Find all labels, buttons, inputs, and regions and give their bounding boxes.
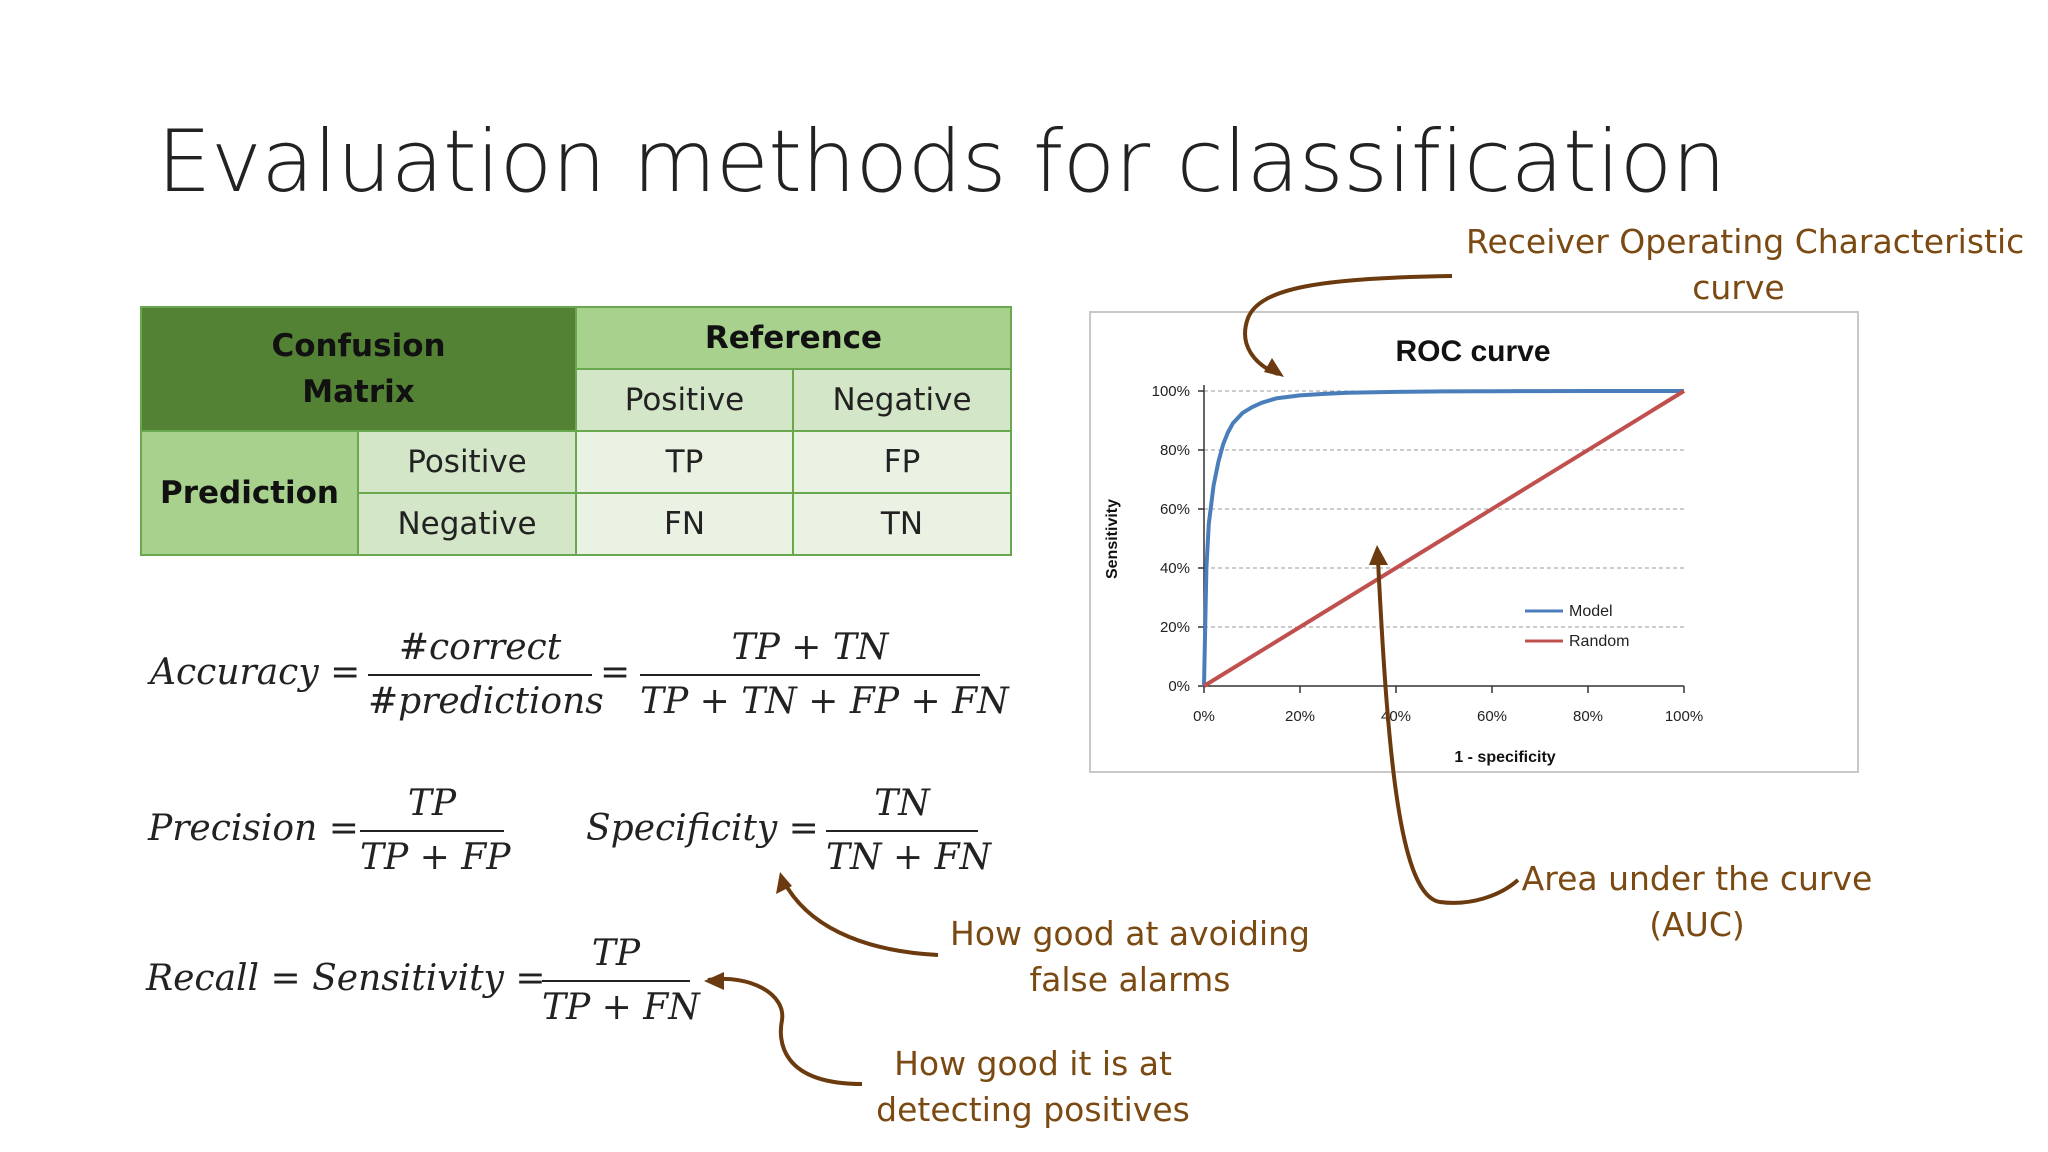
auc-annotation-line-2: (AUC) — [1649, 905, 1745, 944]
specificity-num: TN — [874, 783, 930, 824]
reference-positive-label: Positive — [575, 368, 794, 432]
fraction-bar — [640, 674, 980, 676]
prediction-positive-label: Positive — [357, 430, 577, 494]
x-axis-label: 1 - specificity — [1454, 749, 1555, 766]
recall-num: TP — [591, 933, 641, 974]
legend-label-model: Model — [1569, 603, 1613, 620]
precision-den: TP + FP — [360, 837, 511, 878]
slide-title: Evaluation methods for classification — [157, 112, 1726, 212]
roc-annotation-line-1: Receiver Operating Characteristic — [1466, 222, 2025, 261]
specificity-arrowhead — [776, 872, 792, 894]
precision-fraction: TP TP + FP — [360, 778, 511, 884]
fraction-bar — [360, 830, 504, 832]
x-tick-label: 0% — [1193, 708, 1215, 725]
specificity-annotation-line-1: How good at avoiding — [950, 914, 1310, 953]
recall-den: TP + FN — [542, 987, 700, 1028]
accuracy-num-1: #correct — [398, 627, 562, 668]
recall-annotation: How good it is at detecting positives — [870, 1041, 1196, 1133]
accuracy-num-2: TP + TN — [731, 627, 889, 668]
legend-label-random: Random — [1569, 633, 1629, 650]
accuracy-den-1: #predictions — [368, 681, 604, 722]
auc-annotation: Area under the curve (AUC) — [1516, 856, 1878, 948]
auc-annotation-line-1: Area under the curve — [1521, 859, 1873, 898]
matrix-header-label: Confusion Matrix — [140, 306, 577, 432]
y-tick-label: 60% — [1160, 501, 1190, 518]
series-line-model — [1202, 389, 1684, 687]
recall-annotation-line-1: How good it is at — [894, 1044, 1172, 1083]
prediction-label: Prediction — [140, 430, 359, 556]
cell-tn: TN — [792, 492, 1012, 556]
precision-lhs: Precision = — [148, 808, 359, 849]
y-tick-label: 40% — [1160, 560, 1190, 577]
cell-fp: FP — [792, 430, 1012, 494]
series-line-random — [1202, 389, 1686, 688]
accuracy-eq: = — [600, 652, 631, 693]
x-tick-label: 40% — [1381, 708, 1411, 725]
y-tick-label: 100% — [1152, 383, 1190, 400]
prediction-negative-label: Negative — [357, 492, 577, 556]
specificity-den: TN + FN — [826, 837, 992, 878]
specificity-annotation-line-2: false alarms — [1029, 960, 1231, 999]
roc-chart: ROC curve Sensitivity 1 - specificity 0%… — [1104, 335, 1703, 766]
x-tick-label: 60% — [1477, 708, 1507, 725]
x-tick-label: 20% — [1285, 708, 1315, 725]
specificity-lhs: Specificity = — [586, 808, 819, 849]
recall-fraction: TP TP + FN — [542, 928, 700, 1034]
y-tick-label: 0% — [1168, 678, 1190, 695]
specificity-annotation: How good at avoiding false alarms — [940, 911, 1320, 1003]
recall-annotation-line-2: detecting positives — [876, 1090, 1190, 1129]
specificity-fraction: TN TN + FN — [826, 778, 992, 884]
y-axis-label: Sensitivity — [1104, 499, 1121, 579]
reference-negative-label: Negative — [792, 368, 1012, 432]
precision-num: TP — [407, 783, 457, 824]
roc-annotation: Receiver Operating Characteristic curve — [1466, 219, 2025, 311]
x-tick-label: 100% — [1665, 708, 1703, 725]
accuracy-fraction-1: #correct #predictions — [368, 622, 604, 728]
x-tick-label: 80% — [1573, 708, 1603, 725]
recall-arrowhead — [704, 972, 724, 990]
accuracy-lhs: Accuracy = — [150, 652, 361, 693]
recall-arrow — [707, 976, 863, 1086]
fraction-bar — [368, 674, 592, 676]
cell-fn: FN — [575, 492, 794, 556]
roc-annotation-line-2: curve — [1692, 268, 1785, 307]
reference-label: Reference — [575, 306, 1012, 370]
specificity-arrow — [780, 877, 939, 957]
recall-lhs: Recall = Sensitivity = — [146, 958, 546, 999]
chart-title: ROC curve — [1395, 335, 1550, 368]
accuracy-den-2: TP + TN + FP + FN — [640, 681, 1009, 722]
fraction-bar — [826, 830, 978, 832]
y-tick-label: 80% — [1160, 442, 1190, 459]
y-tick-label: 20% — [1160, 619, 1190, 636]
confusion-matrix: Confusion Matrix Reference Positive Nega… — [140, 306, 1012, 556]
accuracy-fraction-2: TP + TN TP + TN + FP + FN — [640, 622, 1009, 728]
cell-tp: TP — [575, 430, 794, 494]
fraction-bar — [542, 980, 690, 982]
